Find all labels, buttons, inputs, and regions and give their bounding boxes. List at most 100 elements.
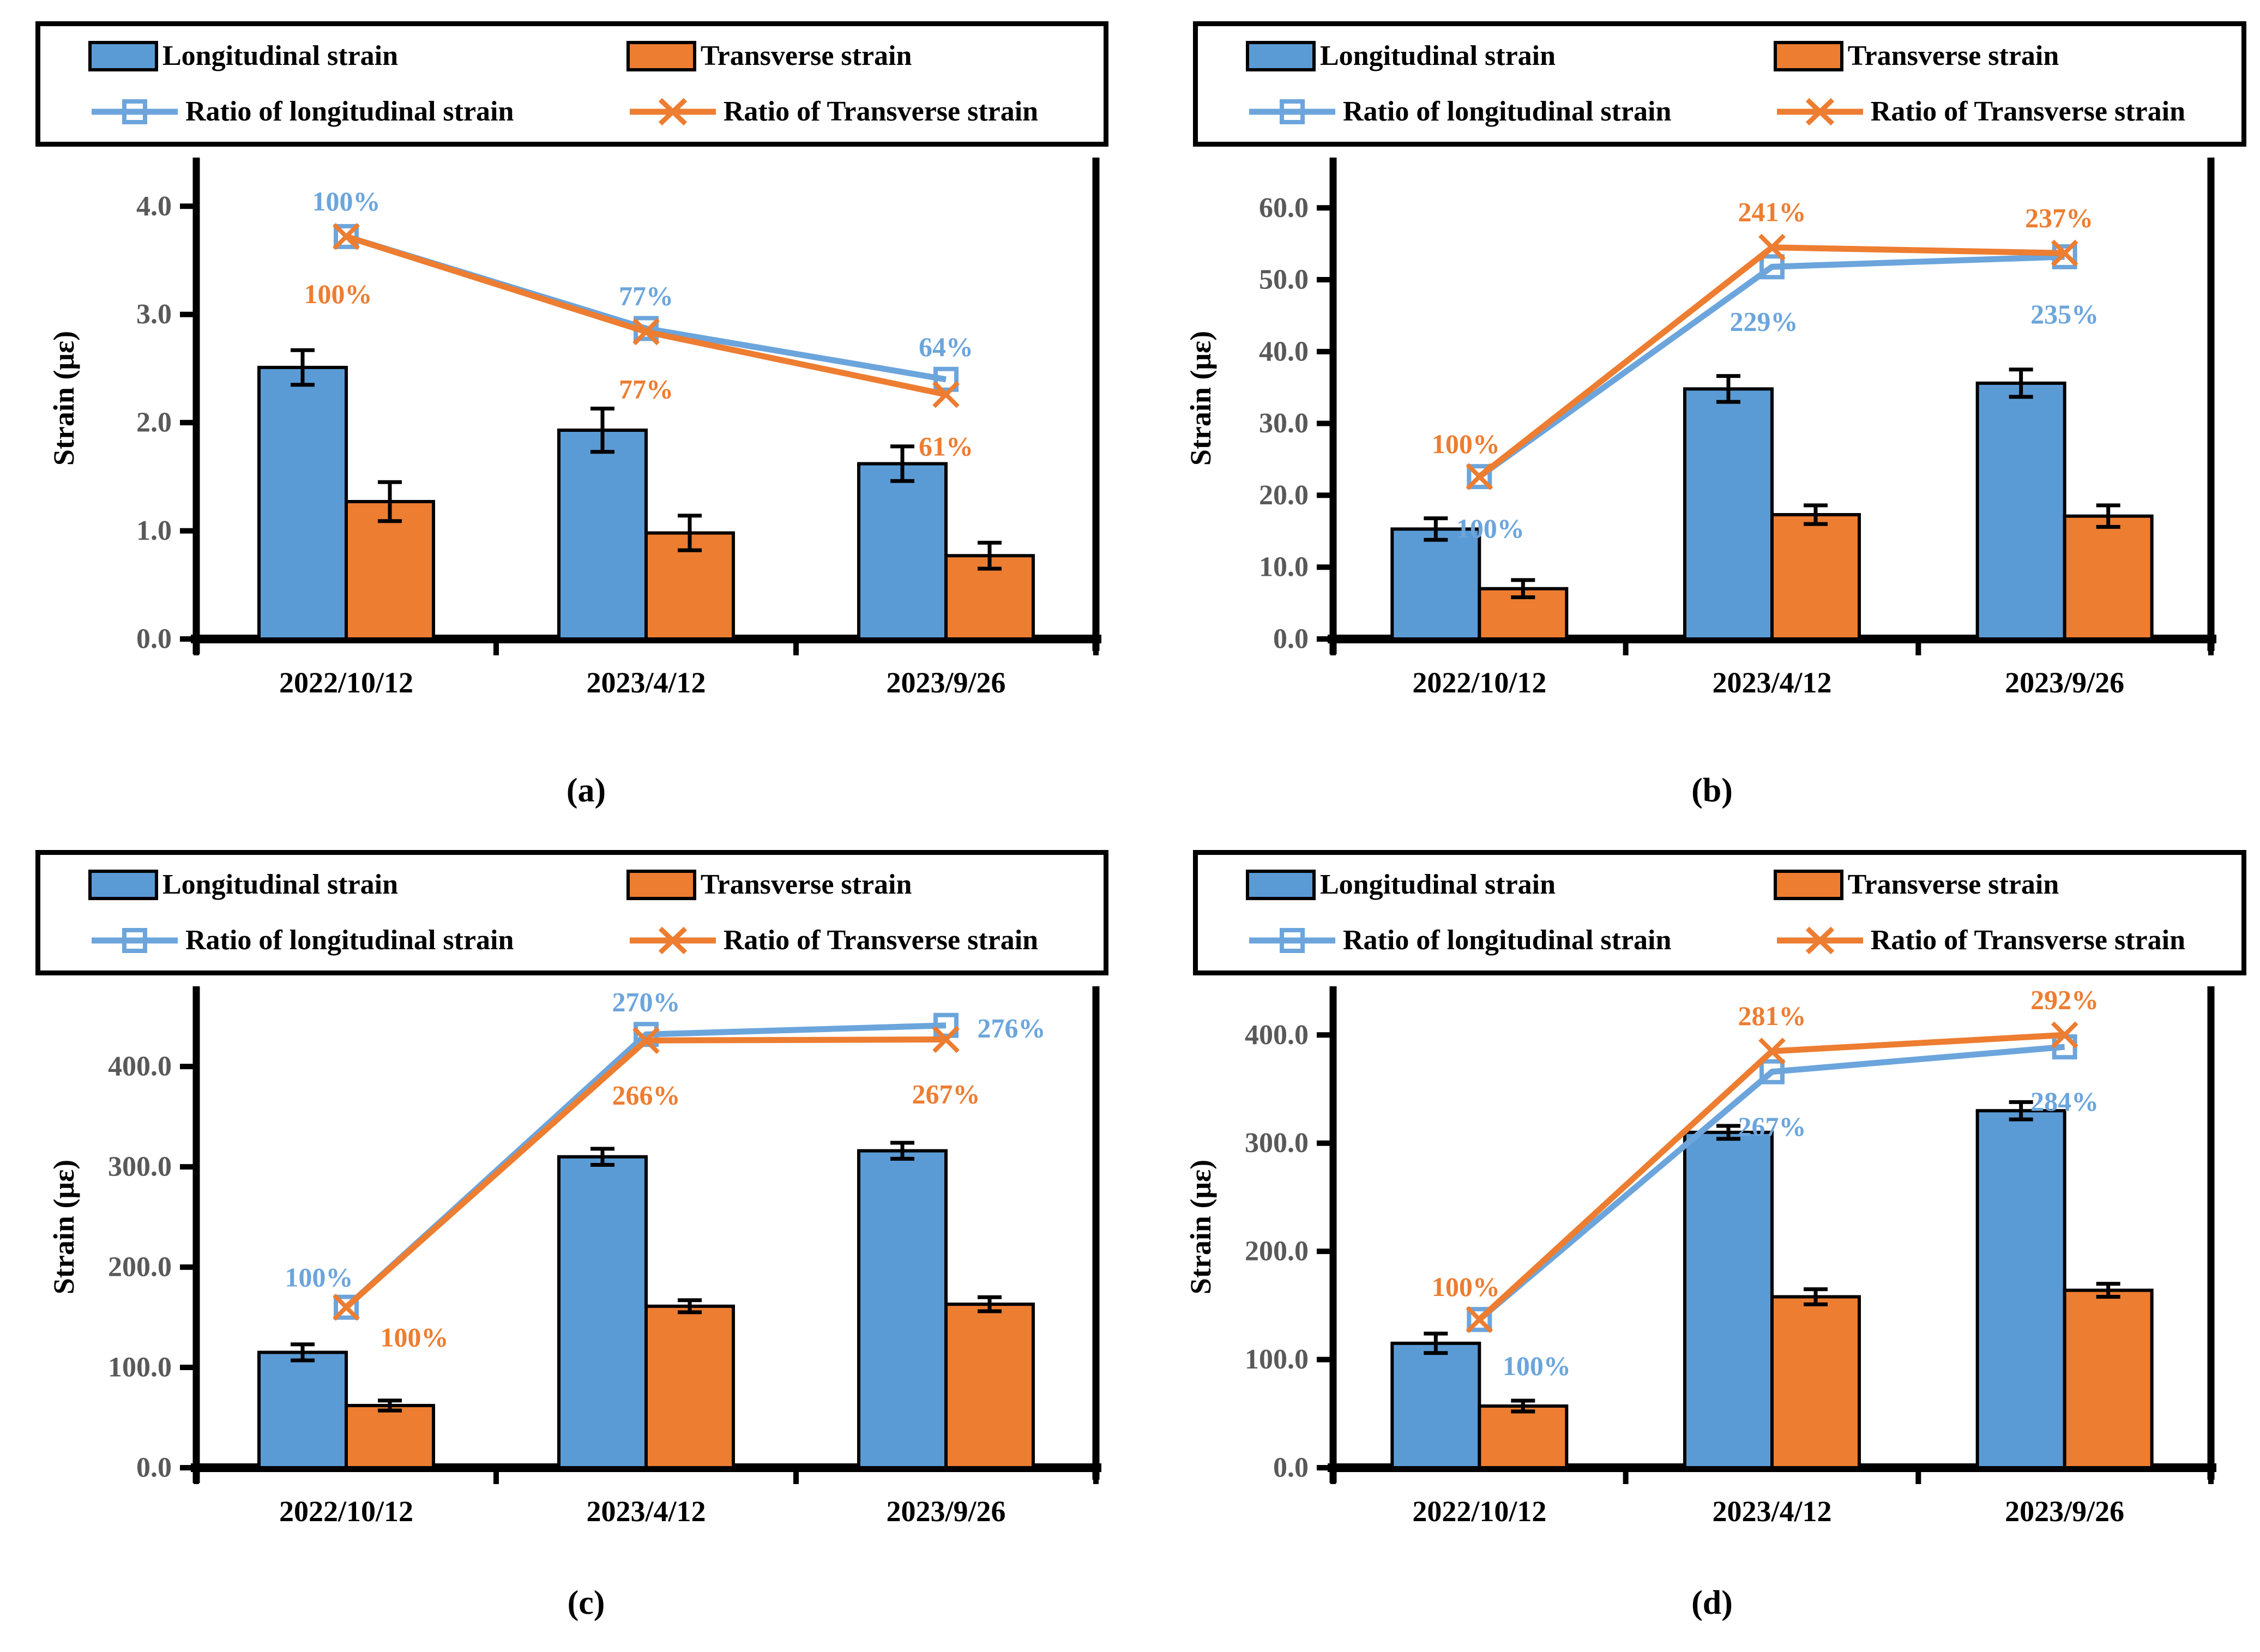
legend-line-square-icon xyxy=(1249,927,1335,953)
bar xyxy=(857,462,948,641)
ratio-label: 276% xyxy=(978,1013,1046,1044)
panel-label-b: (b) xyxy=(1691,772,1733,809)
chart-d: 0.0 100.0 200.0 300.0 400.0 Strain (με) 2022/… xyxy=(1184,984,2216,1528)
bar xyxy=(557,1155,648,1469)
error-bar xyxy=(1511,1398,1535,1414)
legend-item-longitudinal-strain: Longitudinal strain xyxy=(1246,860,1774,910)
error-bar xyxy=(678,514,702,552)
error-bar xyxy=(1804,1287,1828,1306)
legend-label: Ratio of Transverse strain xyxy=(723,95,1039,127)
error-bar xyxy=(291,348,315,387)
error-bar xyxy=(1804,503,1828,526)
legend-label: Transverse strain xyxy=(1847,40,2059,72)
ratio-label: 77% xyxy=(619,373,673,404)
legend-swatch-longitudinal-bar xyxy=(1246,870,1316,901)
error-bar xyxy=(890,1141,914,1161)
x-tick-label: 2022/10/12 xyxy=(279,1495,413,1528)
square-marker-icon xyxy=(933,1012,959,1038)
ratio-label: 100% xyxy=(1503,1350,1571,1381)
bar xyxy=(2063,1288,2154,1469)
bar xyxy=(1390,1341,1481,1469)
legend-label: Longitudinal strain xyxy=(1320,869,1556,901)
legend-box: Longitudinal strain Transverse strain Ra… xyxy=(35,850,1108,975)
ratio-label: 100% xyxy=(1456,513,1524,544)
x-tick-label: 2023/9/26 xyxy=(886,666,1005,699)
y-axis-ticks: 0.0 100.0 200.0 300.0 400.0 xyxy=(1245,1020,1333,1484)
ratio-label: 267% xyxy=(1738,1111,1806,1142)
legend-label: Transverse strain xyxy=(700,40,912,72)
legend-item-ratio-transverse: Ratio of Transverse strain xyxy=(626,915,1104,966)
legend-label: Ratio of longitudinal strain xyxy=(185,95,514,127)
bar-series xyxy=(1390,367,2154,641)
x-marker-icon xyxy=(632,1027,660,1054)
error-bar xyxy=(678,1298,702,1315)
y-axis-title: Strain (με) xyxy=(47,331,80,466)
bar xyxy=(2063,514,2154,641)
legend-item-transverse-strain: Transverse strain xyxy=(1773,31,2241,81)
error-bar xyxy=(978,1295,1002,1313)
ratio-label: 100% xyxy=(381,1322,449,1353)
legend-label: Longitudinal strain xyxy=(162,869,399,901)
bar-series xyxy=(257,1141,1035,1470)
error-bar xyxy=(590,1147,614,1167)
bar xyxy=(257,365,348,641)
ratio-line-series: 100% 77% 64% xyxy=(312,186,973,392)
ratio-label: 284% xyxy=(2030,1086,2099,1117)
bar xyxy=(1770,513,1861,641)
ratio-line-series: 100% 77% 61% xyxy=(304,223,973,462)
panel-a: Longitudinal strain Transverse strain Ra… xyxy=(30,14,1142,831)
y-tick-label: 1.0 xyxy=(136,515,172,546)
bar xyxy=(857,1149,948,1470)
square-marker-icon xyxy=(1759,1059,1785,1084)
y-tick-label: 0.0 xyxy=(136,1452,172,1484)
ratio-label: 61% xyxy=(919,431,973,462)
ratio-line-series: 100% 266% 267% xyxy=(333,1026,980,1353)
square-marker-icon xyxy=(334,1294,359,1320)
x-marker-icon xyxy=(333,1293,360,1321)
ratio-label: 235% xyxy=(2030,299,2099,329)
y-axis-ticks: 0.0 10.0 20.0 30.0 40.0 50.0 60.0 xyxy=(1259,192,1333,655)
y-tick-label: 100.0 xyxy=(1245,1344,1309,1375)
y-axis-title: Strain (με) xyxy=(47,1160,80,1294)
error-bar xyxy=(978,540,1002,571)
legend-item-longitudinal-strain: Longitudinal strain xyxy=(88,31,626,81)
legend-item-ratio-transverse: Ratio of Transverse strain xyxy=(1774,915,2241,966)
legend-item-ratio-longitudinal: Ratio of longitudinal strain xyxy=(1246,915,1774,966)
panel-d: Longitudinal strain Transverse strain Ra… xyxy=(1167,842,2257,1652)
error-bar xyxy=(2096,1282,2120,1299)
legend-line-x-icon xyxy=(629,926,716,954)
legend-label: Ratio of longitudinal strain xyxy=(185,924,514,956)
bar xyxy=(557,429,648,641)
y-tick-label: 0.0 xyxy=(1273,624,1309,655)
x-marker-icon xyxy=(2051,1021,2078,1049)
error-bar xyxy=(2009,367,2033,399)
x-tick-label: 2023/9/26 xyxy=(2005,666,2124,699)
ratio-line-series: 100% 229% 235% xyxy=(1456,244,2099,544)
x-tick-label: 2023/4/12 xyxy=(586,1495,706,1528)
square-marker-icon xyxy=(1467,1307,1492,1333)
legend-label: Ratio of longitudinal strain xyxy=(1343,924,1672,956)
bar xyxy=(345,499,435,641)
y-tick-label: 0.0 xyxy=(136,624,172,655)
bar-series xyxy=(1390,1100,2154,1470)
y-axis-title: Strain (με) xyxy=(1184,331,1217,466)
x-marker-icon xyxy=(932,381,960,408)
legend-box: Longitudinal strain Transverse strain Ra… xyxy=(35,21,1108,147)
error-bar xyxy=(1424,516,1448,542)
ratio-line-series: 100% 270% 276% xyxy=(285,986,1046,1320)
y-tick-label: 400.0 xyxy=(1245,1020,1309,1051)
square-marker-icon xyxy=(1467,464,1492,490)
error-bar xyxy=(1424,1331,1448,1355)
error-bar xyxy=(590,406,614,454)
legend-line-x-icon xyxy=(1776,926,1863,954)
x-tick-label: 2023/4/12 xyxy=(586,666,706,699)
panel-label-a: (a) xyxy=(566,772,606,809)
ratio-line-series: 100% 241% 237% xyxy=(1432,197,2093,490)
panel-label-d: (d) xyxy=(1691,1584,1733,1621)
error-bar xyxy=(890,444,914,483)
y-axis-title: Strain (με) xyxy=(1184,1160,1217,1294)
error-bar xyxy=(1716,1124,1740,1141)
y-tick-label: 2.0 xyxy=(136,407,172,438)
y-tick-label: 20.0 xyxy=(1259,480,1309,511)
ratio-label: 241% xyxy=(1738,197,1806,227)
